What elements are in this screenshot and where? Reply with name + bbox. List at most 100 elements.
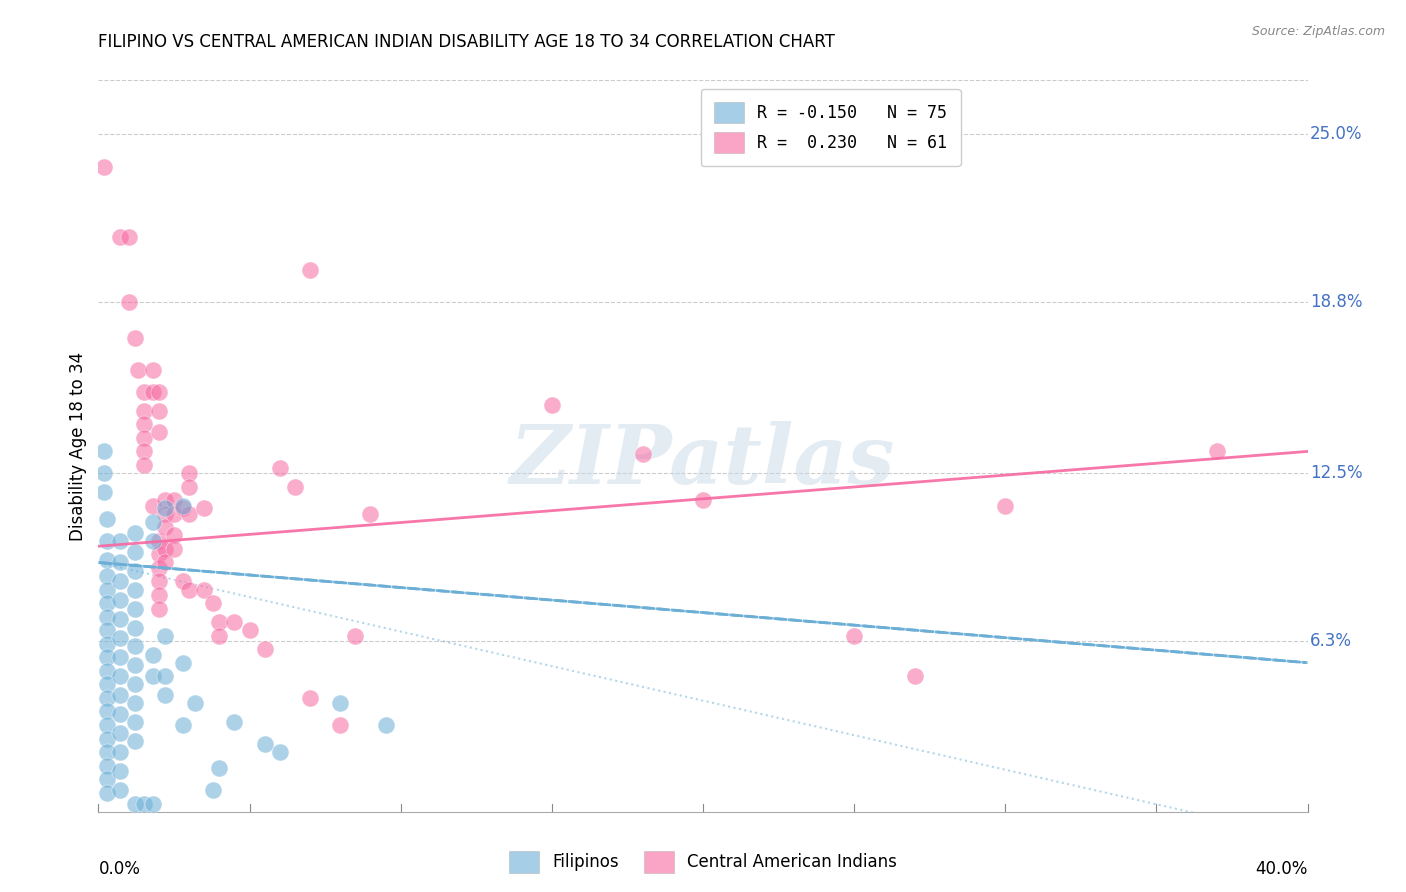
Point	[96, 786, 118, 800]
Point	[692, 493, 714, 508]
Point	[96, 772, 118, 787]
Point	[132, 458, 155, 472]
Point	[93, 466, 115, 480]
Point	[108, 650, 131, 665]
Point	[148, 425, 170, 440]
Point	[148, 384, 170, 399]
Point	[329, 697, 352, 711]
Point	[124, 658, 146, 673]
Point	[208, 615, 231, 629]
Point	[132, 404, 155, 418]
Point	[132, 417, 155, 432]
Text: 0.0%: 0.0%	[98, 861, 141, 879]
Point	[153, 688, 176, 702]
Text: Source: ZipAtlas.com: Source: ZipAtlas.com	[1251, 25, 1385, 38]
Point	[108, 745, 131, 759]
Point	[153, 507, 176, 521]
Point	[124, 734, 146, 748]
Point	[208, 761, 231, 775]
Point	[540, 398, 562, 412]
Text: 40.0%: 40.0%	[1256, 861, 1308, 879]
Point	[153, 493, 176, 508]
Point	[93, 160, 115, 174]
Point	[132, 431, 155, 445]
Point	[163, 493, 186, 508]
Point	[124, 697, 146, 711]
Text: 6.3%: 6.3%	[1310, 632, 1353, 650]
Point	[108, 669, 131, 683]
Point	[108, 574, 131, 589]
Point	[96, 677, 118, 691]
Point	[148, 547, 170, 561]
Point	[179, 466, 201, 480]
Point	[374, 718, 396, 732]
Point	[344, 629, 367, 643]
Point	[172, 499, 194, 513]
Point	[132, 384, 155, 399]
Point	[184, 697, 207, 711]
Point	[148, 601, 170, 615]
Point	[96, 609, 118, 624]
Point	[124, 620, 146, 634]
Point	[132, 797, 155, 811]
Point	[108, 764, 131, 778]
Text: FILIPINO VS CENTRAL AMERICAN INDIAN DISABILITY AGE 18 TO 34 CORRELATION CHART: FILIPINO VS CENTRAL AMERICAN INDIAN DISA…	[98, 33, 835, 51]
Text: 18.8%: 18.8%	[1310, 293, 1362, 311]
Point	[96, 690, 118, 705]
Point	[153, 556, 176, 570]
Point	[124, 564, 146, 578]
Point	[142, 363, 165, 377]
Point	[269, 745, 291, 759]
Point	[96, 533, 118, 548]
Point	[96, 650, 118, 665]
Point	[844, 629, 866, 643]
Point	[153, 541, 176, 556]
Point	[202, 596, 225, 610]
Point	[96, 624, 118, 638]
Point	[108, 632, 131, 646]
Point	[153, 669, 176, 683]
Point	[93, 444, 115, 458]
Point	[224, 715, 246, 730]
Point	[124, 601, 146, 615]
Point	[124, 331, 146, 345]
Point	[172, 501, 194, 516]
Point	[142, 515, 165, 529]
Point	[96, 758, 118, 772]
Point	[96, 745, 118, 759]
Point	[108, 533, 131, 548]
Point	[118, 230, 141, 244]
Point	[124, 677, 146, 691]
Point	[96, 553, 118, 567]
Point	[148, 561, 170, 575]
Point	[124, 797, 146, 811]
Point	[163, 507, 186, 521]
Point	[1206, 444, 1229, 458]
Point	[108, 612, 131, 626]
Point	[163, 541, 186, 556]
Point	[124, 525, 146, 540]
Point	[202, 783, 225, 797]
Point	[96, 705, 118, 719]
Point	[299, 690, 322, 705]
Point	[96, 582, 118, 597]
Point	[179, 582, 201, 597]
Point	[148, 404, 170, 418]
Point	[179, 480, 201, 494]
Point	[142, 499, 165, 513]
Point	[172, 718, 194, 732]
Point	[329, 718, 352, 732]
Point	[142, 797, 165, 811]
Point	[124, 715, 146, 730]
Point	[93, 485, 115, 500]
Point	[208, 629, 231, 643]
Legend: R = -0.150   N = 75, R =  0.230   N = 61: R = -0.150 N = 75, R = 0.230 N = 61	[700, 88, 960, 167]
Point	[253, 737, 276, 751]
Point	[224, 615, 246, 629]
Point	[299, 263, 322, 277]
Point	[124, 582, 146, 597]
Point	[108, 688, 131, 702]
Point	[108, 726, 131, 740]
Point	[124, 544, 146, 558]
Point	[284, 480, 307, 494]
